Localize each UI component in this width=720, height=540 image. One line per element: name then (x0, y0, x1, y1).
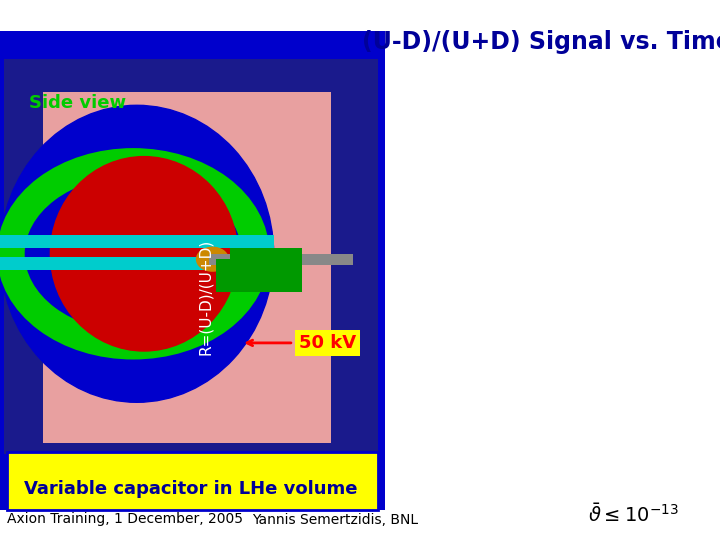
FancyBboxPatch shape (230, 248, 302, 270)
Circle shape (197, 247, 228, 271)
Text: (U-D)/(U+D) Signal vs. Time: (U-D)/(U+D) Signal vs. Time (362, 30, 720, 53)
Text: $\bar{\vartheta} \leq 10^{-13}$: $\bar{\vartheta} \leq 10^{-13}$ (588, 504, 679, 526)
FancyBboxPatch shape (0, 31, 385, 510)
FancyBboxPatch shape (43, 92, 331, 443)
FancyBboxPatch shape (216, 259, 302, 292)
Text: Yannis Semertzidis, BNL: Yannis Semertzidis, BNL (252, 512, 418, 526)
FancyBboxPatch shape (209, 254, 353, 265)
Text: 50 kV: 50 kV (299, 334, 356, 352)
Text: Variable capacitor in LHe volume: Variable capacitor in LHe volume (24, 480, 358, 498)
FancyBboxPatch shape (7, 452, 378, 510)
FancyBboxPatch shape (0, 256, 274, 270)
Text: Axion Training, 1 December, 2005: Axion Training, 1 December, 2005 (7, 512, 243, 526)
FancyBboxPatch shape (0, 235, 274, 248)
Ellipse shape (0, 105, 274, 402)
FancyBboxPatch shape (4, 59, 378, 454)
Text: R=(U-D)/(U+D): R=(U-D)/(U+D) (198, 239, 212, 355)
Ellipse shape (50, 157, 238, 351)
Text: Side view: Side view (29, 94, 126, 112)
